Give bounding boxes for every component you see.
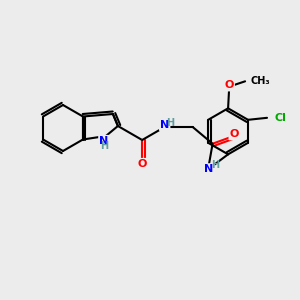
Text: N: N [160,120,169,130]
Text: N: N [205,164,214,174]
Text: Cl: Cl [274,113,286,123]
Text: O: O [224,80,234,90]
Text: CH₃: CH₃ [250,76,270,86]
Text: N: N [99,136,109,146]
Text: H: H [100,141,108,151]
Text: O: O [137,159,147,169]
Text: H: H [211,160,219,170]
Text: O: O [230,129,239,139]
Text: H: H [167,118,175,128]
